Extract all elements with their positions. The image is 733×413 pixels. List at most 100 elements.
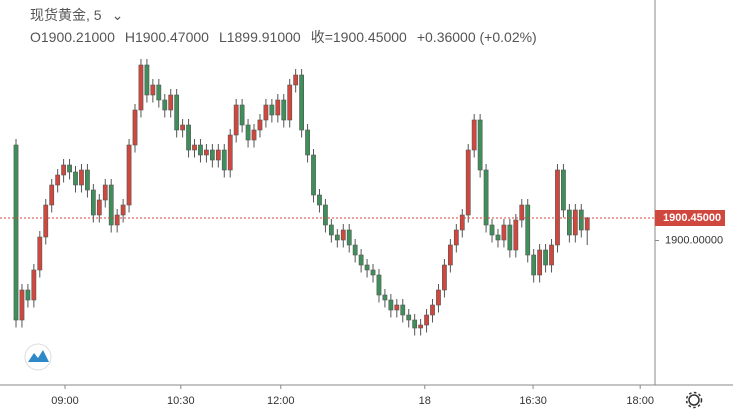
candle-body bbox=[79, 169, 84, 186]
x-tick-label: 09:00 bbox=[51, 395, 79, 407]
candle-body bbox=[561, 169, 566, 211]
candle-body bbox=[221, 149, 227, 171]
candle-body bbox=[531, 254, 537, 276]
candle-body bbox=[489, 224, 495, 236]
candle-body bbox=[204, 149, 209, 156]
candle-body bbox=[340, 229, 346, 241]
candle-body bbox=[578, 209, 584, 231]
candle-body bbox=[287, 84, 293, 121]
candle-body bbox=[85, 169, 90, 191]
candle-body bbox=[465, 149, 471, 216]
candle-body bbox=[156, 84, 162, 101]
candle-body bbox=[263, 104, 269, 121]
x-tick-label: 16:30 bbox=[519, 395, 547, 407]
candle-body bbox=[537, 249, 543, 276]
candle-body bbox=[376, 274, 382, 296]
candle-body bbox=[447, 244, 453, 266]
settings-gear[interactable] bbox=[685, 391, 703, 409]
candle-body bbox=[549, 244, 554, 266]
candle-body bbox=[513, 219, 519, 251]
candle-body bbox=[453, 229, 459, 246]
x-tick-label: 18:00 bbox=[626, 395, 654, 407]
x-tick-label: 18 bbox=[419, 395, 431, 407]
logo-circle[interactable] bbox=[24, 343, 52, 371]
x-tick-label: 10:30 bbox=[167, 395, 195, 407]
last-price-label: 1900.45000 bbox=[663, 212, 721, 224]
candle-body bbox=[269, 104, 275, 116]
candle-body bbox=[73, 171, 78, 186]
gear-icon[interactable] bbox=[688, 394, 700, 406]
candle-body bbox=[31, 269, 37, 301]
candle-body bbox=[37, 236, 43, 271]
candle-body bbox=[96, 199, 102, 216]
candle-body bbox=[430, 304, 435, 316]
candle-body bbox=[55, 174, 61, 186]
candle-body bbox=[138, 64, 144, 111]
last-price-box bbox=[655, 210, 725, 226]
x-tick-label: 12:00 bbox=[267, 395, 295, 407]
candle-body bbox=[67, 164, 72, 173]
candle-body bbox=[108, 184, 114, 226]
candle-body bbox=[150, 84, 156, 96]
candle-body bbox=[299, 74, 304, 131]
candle-body bbox=[317, 194, 322, 206]
candle-body bbox=[436, 289, 441, 306]
candle-body bbox=[90, 189, 96, 216]
candle-body bbox=[227, 134, 233, 171]
logo-icon[interactable] bbox=[28, 350, 49, 362]
candle-body bbox=[114, 214, 120, 226]
candle-body bbox=[174, 94, 180, 131]
candle-body bbox=[477, 119, 483, 171]
candle-body bbox=[233, 104, 239, 136]
candle-body bbox=[507, 224, 513, 251]
candle-body bbox=[120, 204, 126, 216]
candle-body bbox=[132, 109, 138, 146]
logo[interactable] bbox=[24, 343, 52, 371]
candle-body bbox=[418, 324, 424, 329]
candle-body bbox=[382, 294, 388, 301]
candle-body bbox=[323, 204, 328, 226]
candle-body bbox=[400, 304, 406, 316]
candle-body bbox=[198, 144, 203, 156]
candle-body bbox=[305, 129, 310, 156]
candle-body bbox=[572, 209, 578, 236]
candle-body bbox=[186, 124, 191, 151]
gear-teeth[interactable] bbox=[685, 391, 703, 409]
candle-body bbox=[328, 224, 334, 236]
candle-body bbox=[412, 319, 418, 329]
candle-body bbox=[519, 204, 525, 221]
candle-body bbox=[471, 119, 477, 151]
candle-body bbox=[126, 144, 132, 206]
candle-body bbox=[168, 94, 174, 111]
candle-body bbox=[406, 314, 412, 321]
candle-body bbox=[501, 224, 507, 241]
candle-body bbox=[251, 129, 257, 141]
candle-body bbox=[215, 149, 221, 161]
candle-body bbox=[566, 209, 572, 236]
candle-body bbox=[162, 99, 168, 111]
candle-body bbox=[364, 264, 370, 271]
candle-body bbox=[239, 104, 245, 126]
candle-body bbox=[102, 184, 108, 201]
candle-body bbox=[525, 204, 531, 256]
candle-body bbox=[61, 164, 66, 176]
candle-body bbox=[346, 229, 352, 246]
candle-body bbox=[209, 149, 215, 161]
candle-body bbox=[388, 299, 394, 311]
candle-body bbox=[459, 214, 465, 231]
candle-body bbox=[555, 169, 560, 246]
candle-body bbox=[25, 289, 31, 301]
candle-body bbox=[293, 74, 299, 86]
candle-body bbox=[180, 124, 185, 131]
candle-body bbox=[352, 244, 358, 256]
candle-body bbox=[311, 154, 316, 196]
candle-body bbox=[43, 204, 49, 238]
candle-body bbox=[144, 64, 150, 96]
y-tick-label: 1900.00000 bbox=[665, 234, 723, 246]
candle-body bbox=[495, 234, 501, 241]
candle-body bbox=[19, 289, 25, 321]
candle-body bbox=[370, 269, 376, 276]
candle-body bbox=[281, 99, 287, 121]
